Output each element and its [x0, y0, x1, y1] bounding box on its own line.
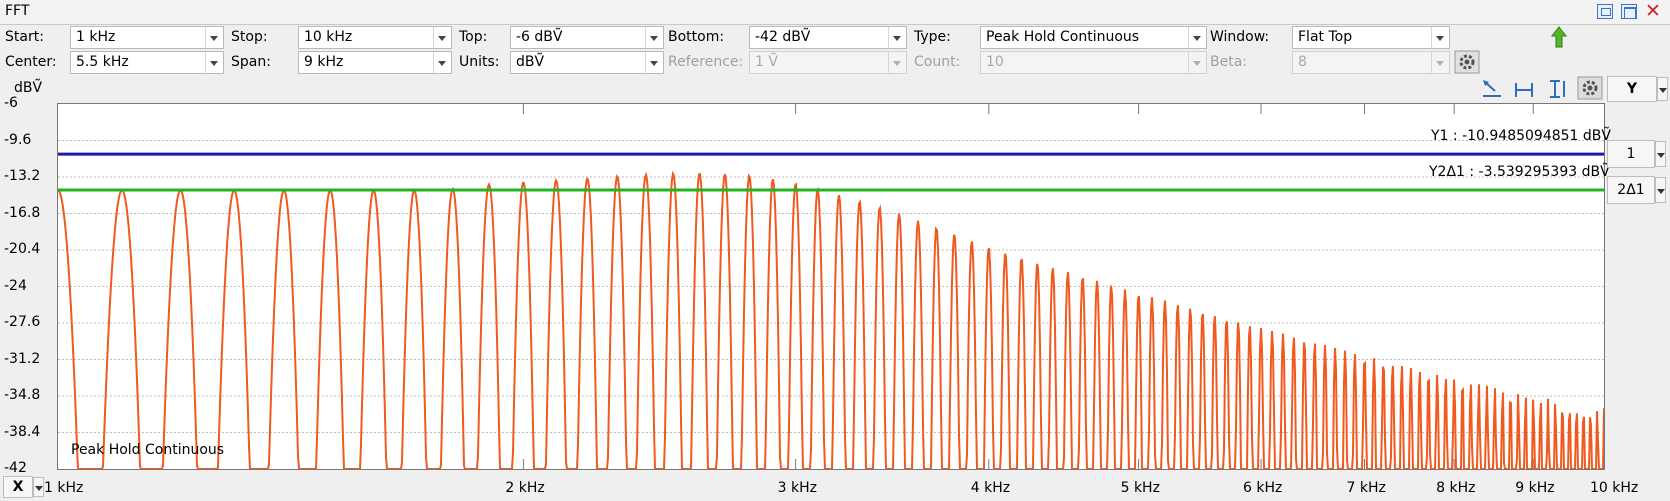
top-label: Top:	[459, 29, 488, 45]
bottom-label: Bottom:	[668, 29, 725, 45]
chevron-down-icon[interactable]	[1655, 141, 1666, 167]
center-value: 5.5 kHz	[76, 54, 129, 70]
chevron-down-icon[interactable]	[1431, 27, 1449, 48]
y-tick-label: -13.2	[4, 168, 41, 184]
chevron-down-icon[interactable]	[433, 27, 451, 48]
x-tick-label: 9 kHz	[1515, 480, 1555, 496]
bottom-select[interactable]: -42 dBṼ	[749, 26, 907, 49]
chevron-down-icon	[1188, 52, 1206, 73]
chevron-down-icon[interactable]	[1657, 77, 1668, 101]
maximize-icon[interactable]	[1621, 4, 1637, 19]
close-icon[interactable]: ✕	[1645, 0, 1661, 22]
x-tick-label: 5 kHz	[1120, 480, 1160, 496]
x-tick-label: 4 kHz	[970, 480, 1011, 496]
window-title: FFT	[5, 3, 30, 19]
chevron-down-icon[interactable]	[433, 52, 451, 73]
y-tick-label: -24	[4, 277, 27, 294]
y-axis-button[interactable]: Y	[1607, 76, 1668, 102]
start-label: Start:	[5, 29, 44, 45]
gear-icon[interactable]	[1454, 50, 1480, 74]
y-tick-label: -20.4	[4, 241, 41, 257]
stop-select[interactable]: 10 kHz	[298, 26, 452, 49]
arrow-up-icon[interactable]	[1546, 25, 1572, 49]
beta-select: 8	[1292, 51, 1450, 74]
chevron-down-icon	[888, 52, 906, 73]
window-value: Flat Top	[1298, 29, 1353, 45]
y-tick-label: -38.4	[4, 423, 41, 440]
title-bar: FFT ✕	[0, 0, 1670, 25]
chevron-down-icon[interactable]	[205, 52, 223, 73]
cursor-y2-readout: Y2Δ1 : -3.539295393 dBṼ	[1429, 164, 1610, 180]
vertical-cursor-icon[interactable]	[1543, 77, 1569, 101]
cursor-2-button[interactable]: 2Δ1	[1607, 176, 1666, 204]
pointer-icon[interactable]	[1479, 77, 1505, 101]
y-axis-button-label: Y	[1626, 81, 1638, 97]
horizontal-cursor-icon[interactable]	[1511, 77, 1537, 101]
spectrum-trace	[57, 170, 1605, 470]
y-tick-label: -31.2	[4, 350, 41, 367]
x-axis-button-label: X	[12, 479, 24, 495]
start-value: 1 kHz	[76, 29, 116, 45]
chevron-down-icon[interactable]	[1655, 177, 1666, 203]
y-tick-label: -16.8	[4, 204, 41, 221]
units-value: dBṼ	[516, 54, 545, 70]
chevron-down-icon[interactable]	[888, 27, 906, 48]
center-select[interactable]: 5.5 kHz	[70, 51, 224, 74]
units-select[interactable]: dBṼ	[510, 51, 664, 74]
count-select: 10	[980, 51, 1207, 74]
span-value: 9 kHz	[304, 54, 344, 70]
span-label: Span:	[231, 54, 271, 70]
y-tick-label: -9.6	[4, 131, 32, 148]
y-tick-label: -34.8	[4, 387, 41, 403]
bottom-value: -42 dBṼ	[755, 29, 811, 45]
type-label: Type:	[914, 29, 951, 45]
chevron-down-icon[interactable]	[1188, 27, 1206, 48]
y-tick-label: -6	[4, 95, 18, 111]
top-select[interactable]: -6 dBṼ	[510, 26, 664, 49]
x-tick-label: 2 kHz	[505, 480, 545, 496]
reference-label: Reference:	[668, 54, 744, 70]
units-label: Units:	[459, 54, 500, 70]
beta-label: Beta:	[1210, 54, 1248, 70]
chevron-down-icon[interactable]	[645, 52, 663, 73]
cursor-1-button-label: 1	[1626, 146, 1636, 162]
count-value: 10	[986, 54, 1004, 70]
reference-select: 1 Ṽ	[749, 51, 907, 74]
x-tick-label: 8 kHz	[1436, 480, 1476, 496]
beta-value: 8	[1298, 54, 1307, 70]
zoom-settings-icon[interactable]	[1577, 76, 1603, 100]
trace-name-label: Peak Hold Continuous	[71, 442, 225, 458]
x-tick-label: 3 kHz	[777, 480, 817, 496]
cursor-1-button[interactable]: 1	[1607, 140, 1666, 168]
window-label: Window:	[1210, 29, 1270, 45]
y-tick-label: -27.6	[4, 314, 41, 330]
stop-label: Stop:	[231, 29, 268, 45]
fft-chart[interactable]	[57, 104, 1605, 470]
cursor-2-button-label: 2Δ1	[1617, 182, 1645, 198]
chevron-down-icon[interactable]	[33, 477, 44, 497]
count-label: Count:	[914, 54, 961, 70]
type-value: Peak Hold Continuous	[986, 29, 1140, 45]
x-axis-button[interactable]: X	[3, 476, 44, 498]
cursor-y1-readout: Y1 : -10.9485094851 dBṼ	[1431, 128, 1611, 144]
y-tick-label: -42	[4, 460, 27, 476]
start-select[interactable]: 1 kHz	[70, 26, 224, 49]
reference-value: 1 Ṽ	[755, 54, 778, 70]
restore-icon[interactable]	[1597, 4, 1613, 19]
x-tick-label: 7 kHz	[1346, 480, 1386, 496]
fft-plot-area[interactable]	[57, 103, 1605, 470]
span-select[interactable]: 9 kHz	[298, 51, 452, 74]
x-tick-label: 1 kHz	[44, 480, 84, 496]
stop-value: 10 kHz	[304, 29, 353, 45]
window-select[interactable]: Flat Top	[1292, 26, 1450, 49]
chevron-down-icon[interactable]	[205, 27, 223, 48]
chevron-down-icon[interactable]	[645, 27, 663, 48]
x-tick-label: 6 kHz	[1243, 480, 1283, 496]
x-tick-label: 10 kHz	[1590, 480, 1639, 496]
center-label: Center:	[5, 54, 57, 70]
chevron-down-icon	[1431, 52, 1449, 73]
y-unit-label: dBṼ	[14, 80, 43, 96]
top-value: -6 dBṼ	[516, 29, 563, 45]
type-select[interactable]: Peak Hold Continuous	[980, 26, 1207, 49]
